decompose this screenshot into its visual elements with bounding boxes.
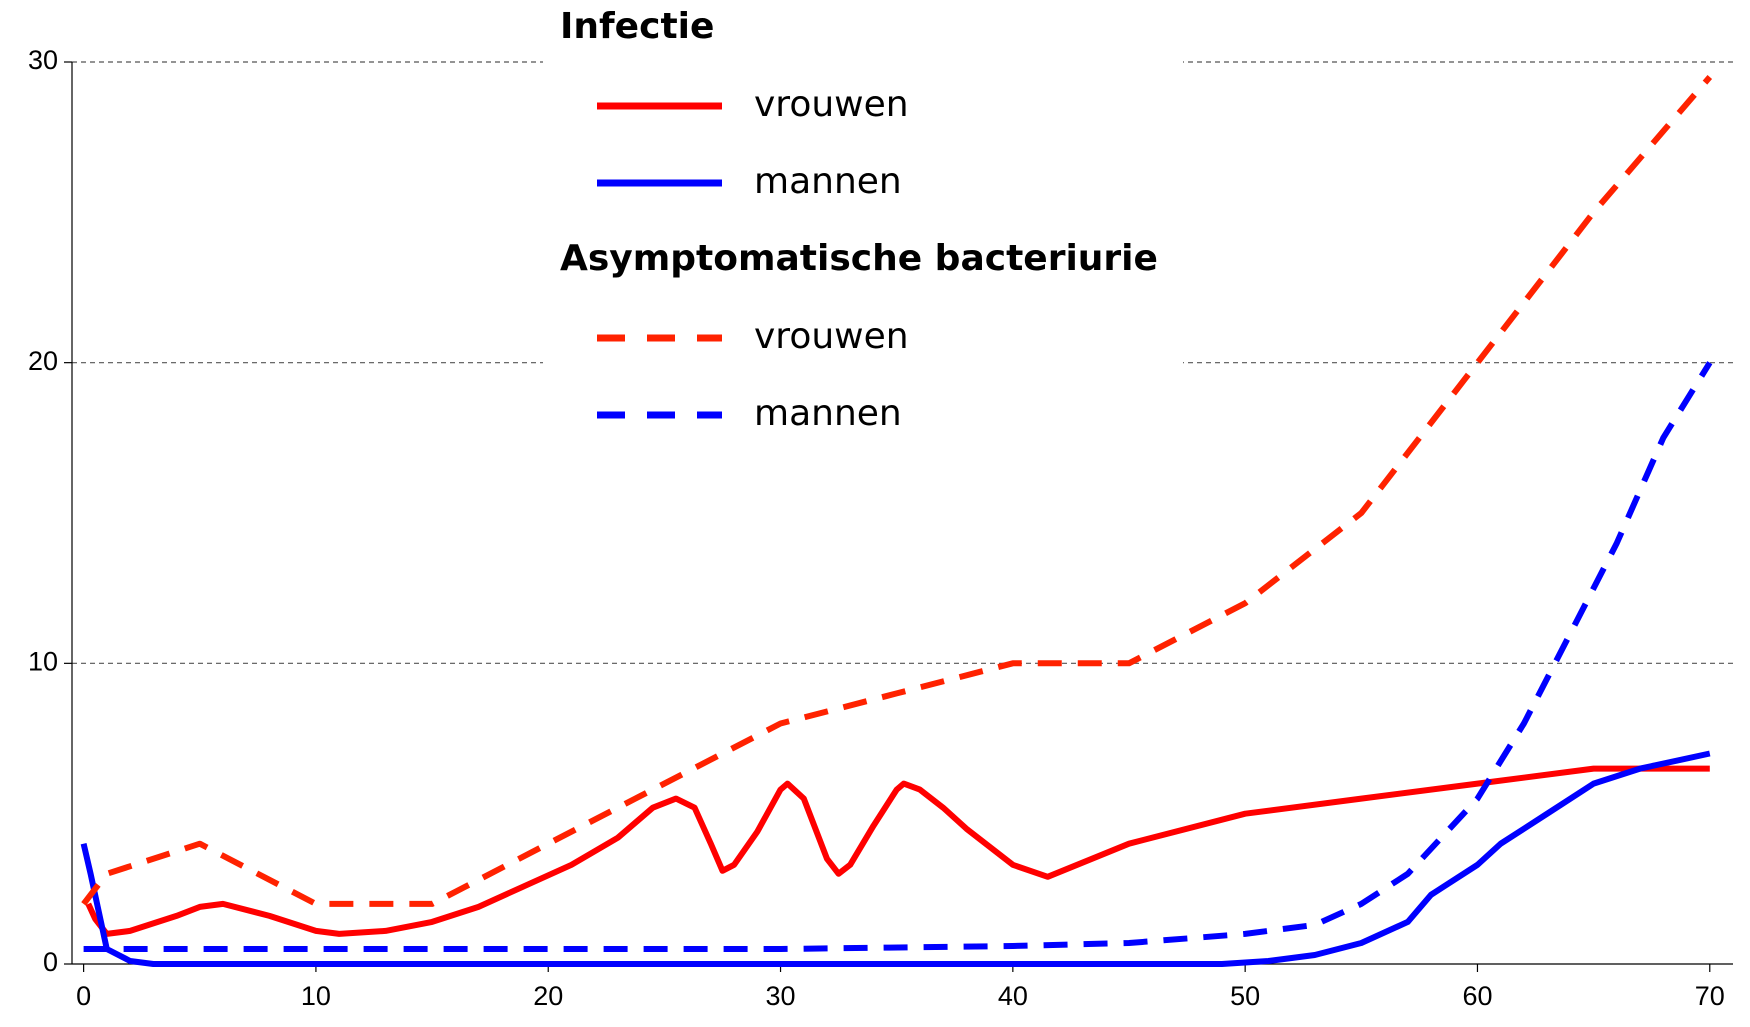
x-tick-label: 50 <box>1230 981 1260 1011</box>
series-line <box>85 765 1710 937</box>
x-tick-label: 60 <box>1462 981 1492 1011</box>
x-tick-label: 30 <box>766 981 796 1011</box>
legend-label: vrouwen <box>754 84 909 125</box>
x-tick-label: 70 <box>1695 981 1725 1011</box>
legend-label: mannen <box>754 393 902 434</box>
y-tick-label: 0 <box>43 947 58 977</box>
x-tick-label: 20 <box>533 981 563 1011</box>
legend-box <box>543 0 1183 450</box>
y-tick-label: 20 <box>28 346 58 376</box>
legend-heading: Asymptomatische bacteriurie <box>560 238 1158 279</box>
series-line <box>80 750 1711 967</box>
y-tick-label: 10 <box>28 646 58 676</box>
y-tick-label: 30 <box>28 45 58 75</box>
legend-label: mannen <box>754 161 902 202</box>
x-tick-label: 0 <box>76 981 91 1011</box>
series-line <box>83 361 1713 952</box>
legend-label: vrouwen <box>754 316 909 357</box>
legend-heading: Infectie <box>560 6 714 47</box>
series-line <box>81 75 1713 907</box>
x-tick-label: 10 <box>301 981 331 1011</box>
x-tick-label: 40 <box>998 981 1028 1011</box>
